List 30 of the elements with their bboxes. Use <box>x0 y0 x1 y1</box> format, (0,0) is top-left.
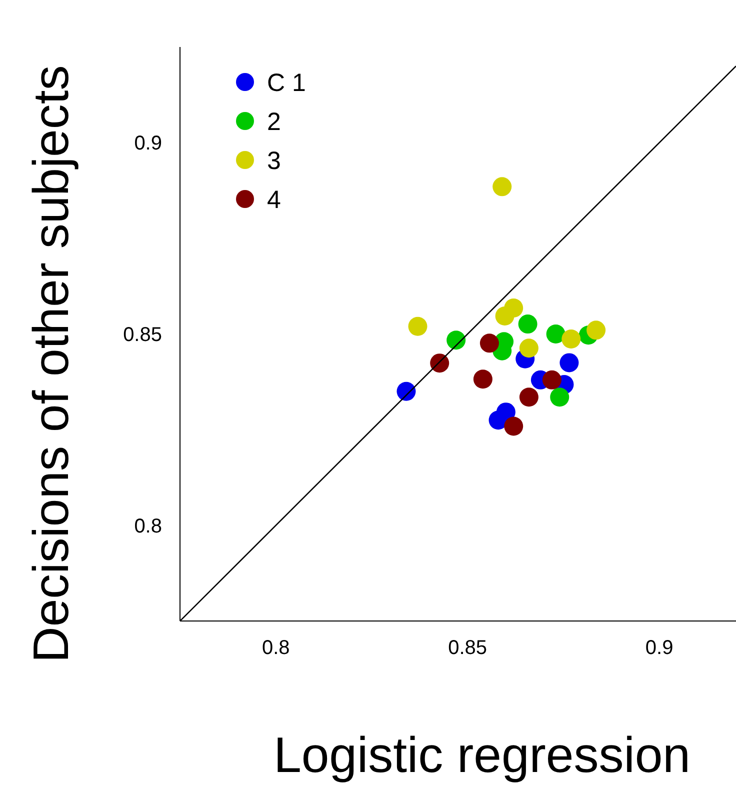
point <box>550 388 570 407</box>
point <box>504 416 524 436</box>
legend-label: 2 <box>267 108 281 136</box>
point <box>492 177 512 196</box>
y-tick-label: 0.85 <box>123 324 162 346</box>
x-tick-label: 0.85 <box>448 637 488 659</box>
point <box>430 354 450 373</box>
y-tick-label: 0.9 <box>134 132 162 155</box>
point <box>519 388 538 407</box>
legend-label: 4 <box>267 186 281 214</box>
x-tick-label: 0.9 <box>645 637 674 659</box>
point <box>473 370 492 389</box>
y-tick-label: 0.8 <box>134 515 162 538</box>
point <box>446 330 466 350</box>
legend-label: C 1 <box>267 69 306 97</box>
point <box>396 382 416 401</box>
legend-label: 3 <box>267 147 281 175</box>
point <box>408 316 428 336</box>
point <box>560 353 579 372</box>
point <box>546 324 566 344</box>
point <box>480 334 499 353</box>
point <box>518 314 538 334</box>
point <box>542 370 562 390</box>
point <box>495 306 514 326</box>
x-axis-title: Logistic regression <box>274 727 690 783</box>
point <box>586 320 606 340</box>
x-tick-label: 0.8 <box>262 637 290 659</box>
point <box>519 338 538 358</box>
y-axis-title: Decisions of other subjects <box>23 65 79 663</box>
point <box>562 329 581 348</box>
